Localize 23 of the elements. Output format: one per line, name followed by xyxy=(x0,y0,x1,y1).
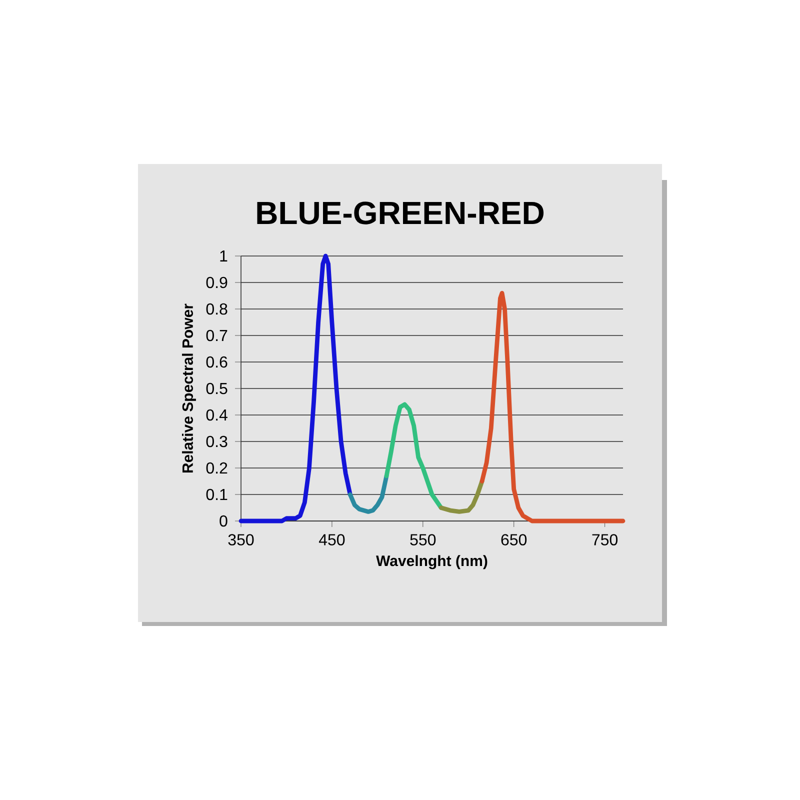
y-tick-label: 0 xyxy=(220,515,228,527)
y-axis-title: Relative Spectral Power xyxy=(182,304,196,473)
line-series xyxy=(438,479,484,514)
line-series xyxy=(384,402,444,510)
x-tick-label: 450 xyxy=(318,534,345,546)
y-tick-label: 0.4 xyxy=(206,409,228,421)
x-tick-label: 750 xyxy=(592,534,618,546)
y-tick-label: 0.8 xyxy=(206,303,228,315)
y-tick-label: 1 xyxy=(220,250,228,262)
line-series xyxy=(348,474,389,514)
y-tick-label: 0.1 xyxy=(206,488,228,500)
x-tick-label: 350 xyxy=(228,534,254,546)
y-tick-label: 0.2 xyxy=(206,462,228,474)
y-tick-label: 0.6 xyxy=(206,356,228,368)
y-tick-label: 0.3 xyxy=(206,436,228,448)
x-tick-label: 550 xyxy=(410,534,436,546)
chart-title: BLUE-GREEN-RED xyxy=(257,202,544,224)
y-tick-label: 0.9 xyxy=(206,276,228,288)
x-axis-title: Wavelnght (nm) xyxy=(376,555,488,570)
y-tick-label: 0.7 xyxy=(206,330,228,342)
y-tick-label: 0.5 xyxy=(206,382,228,394)
x-tick-label: 650 xyxy=(501,534,527,546)
line-series xyxy=(480,290,626,524)
